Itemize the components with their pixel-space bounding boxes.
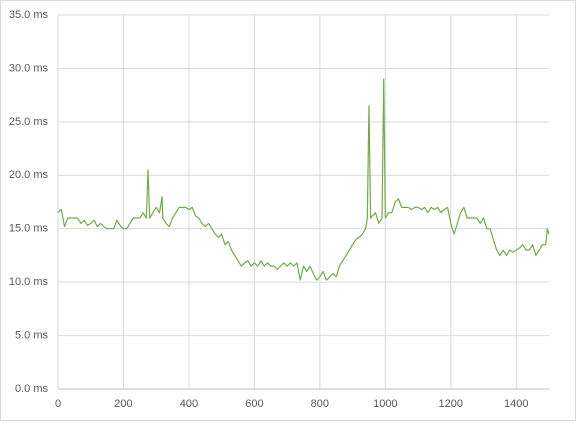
x-tick-label: 400 xyxy=(180,398,198,410)
y-tick-label: 10.0 ms xyxy=(9,276,49,288)
x-tick-label: 1200 xyxy=(439,398,463,410)
y-tick-label: 0.0 ms xyxy=(15,383,49,395)
y-tick-label: 35.0 ms xyxy=(9,9,49,21)
x-tick-label: 1400 xyxy=(504,398,528,410)
y-tick-label: 15.0 ms xyxy=(9,223,49,235)
y-tick-label: 25.0 ms xyxy=(9,116,49,128)
x-tick-label: 0 xyxy=(55,398,61,410)
data-line xyxy=(57,78,550,281)
x-tick-label: 600 xyxy=(245,398,263,410)
y-tick-label: 5.0 ms xyxy=(15,329,49,341)
y-tick-label: 30.0 ms xyxy=(9,62,49,74)
x-tick-label: 800 xyxy=(311,398,329,410)
chart-frame xyxy=(0,0,576,421)
y-tick-label: 20.0 ms xyxy=(9,169,49,181)
x-tick-label: 200 xyxy=(114,398,132,410)
x-tick-label: 1000 xyxy=(373,398,397,410)
